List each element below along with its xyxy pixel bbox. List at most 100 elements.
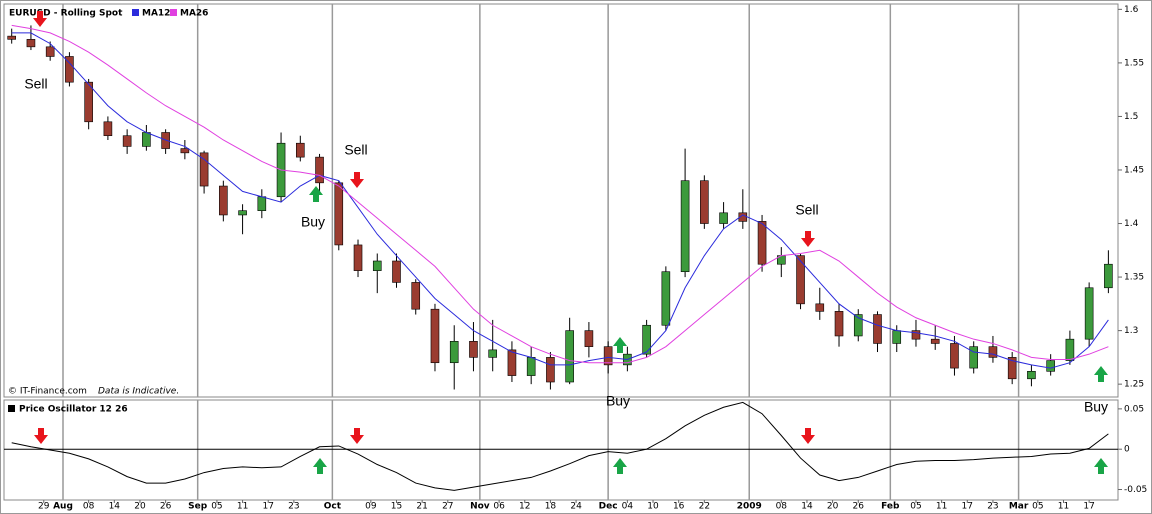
annotation: Sell bbox=[344, 142, 367, 158]
x-tick-label: 05 bbox=[1032, 502, 1043, 512]
x-tick-label: 11 bbox=[1058, 502, 1069, 512]
legend-swatch bbox=[132, 9, 139, 16]
candle-body bbox=[584, 330, 594, 347]
y-tick-label: 1.45 bbox=[1124, 165, 1144, 175]
candle-body bbox=[950, 343, 959, 369]
x-tick-label: Sep bbox=[188, 502, 208, 512]
x-tick-label: Aug bbox=[53, 502, 73, 512]
candle-body bbox=[295, 142, 305, 158]
candle-body bbox=[834, 311, 844, 337]
oscillator-line bbox=[11, 401, 1109, 491]
candle-body bbox=[219, 185, 228, 216]
x-tick-label: 27 bbox=[442, 502, 453, 512]
legend-swatch bbox=[8, 405, 15, 412]
candle-body bbox=[84, 81, 93, 123]
y-tick-label: 1.3 bbox=[1124, 326, 1138, 336]
x-tick-label: 06 bbox=[493, 502, 505, 512]
chart-title: EURUSD - Rolling Spot bbox=[9, 9, 123, 19]
y-tick-label: 1.35 bbox=[1124, 273, 1144, 283]
candle-body bbox=[988, 346, 998, 358]
x-tick-label: 22 bbox=[699, 502, 710, 512]
candle-body bbox=[642, 324, 651, 355]
x-tick-label: 17 bbox=[263, 502, 274, 512]
candle-body bbox=[103, 121, 113, 137]
x-tick-label: 20 bbox=[827, 502, 839, 512]
legend-label: MA26 bbox=[180, 9, 208, 19]
candle-body bbox=[469, 341, 478, 358]
y-tick-label: 1.5 bbox=[1124, 112, 1138, 122]
candle-body bbox=[911, 330, 921, 340]
candle-body bbox=[65, 56, 74, 83]
y-tick-label: -0.05 bbox=[1124, 485, 1147, 495]
candle-body bbox=[873, 314, 882, 344]
candle-body bbox=[199, 152, 209, 187]
x-tick-label: 26 bbox=[160, 502, 172, 512]
candle-body bbox=[122, 135, 132, 147]
x-tick-label: 2009 bbox=[737, 502, 762, 512]
x-tick-label: 10 bbox=[647, 502, 659, 512]
annotation: Sell bbox=[24, 76, 47, 92]
x-tick-label: 04 bbox=[622, 502, 634, 512]
x-tick-label: 29 bbox=[38, 502, 50, 512]
annotation: Buy bbox=[301, 214, 325, 230]
y-tick-label: 1.25 bbox=[1124, 380, 1144, 390]
candle-body bbox=[603, 346, 613, 366]
price-panel bbox=[3, 3, 1119, 398]
annotation: Sell bbox=[795, 202, 818, 218]
candle-body bbox=[507, 349, 517, 376]
candle-body bbox=[392, 260, 401, 283]
candle-body bbox=[1046, 360, 1055, 372]
note: Data is Indicative. bbox=[98, 387, 179, 397]
x-tick-label: 23 bbox=[987, 502, 998, 512]
x-tick-label: 24 bbox=[570, 502, 582, 512]
candle-body bbox=[430, 308, 440, 364]
x-tick-label: 21 bbox=[416, 502, 427, 512]
x-tick-label: Dec bbox=[599, 502, 618, 512]
candle-body bbox=[796, 255, 805, 305]
x-tick-label: 17 bbox=[962, 502, 973, 512]
candle-body bbox=[26, 39, 36, 48]
x-tick-label: 15 bbox=[391, 502, 402, 512]
y-tick-label: 0.05 bbox=[1124, 404, 1144, 414]
y-tick-label: 1.6 bbox=[1124, 5, 1139, 15]
candle-body bbox=[449, 341, 459, 364]
candle-body bbox=[546, 357, 555, 383]
x-tick-label: Mar bbox=[1009, 502, 1029, 512]
candle-body bbox=[892, 330, 902, 344]
x-tick-label: 05 bbox=[211, 502, 222, 512]
x-tick-label: 18 bbox=[545, 502, 557, 512]
candle-body bbox=[1084, 287, 1094, 340]
annotation: Buy bbox=[606, 393, 630, 409]
candle-body bbox=[1007, 357, 1017, 380]
x-tick-label: 26 bbox=[853, 502, 865, 512]
candle-body bbox=[1104, 263, 1113, 289]
candle-body bbox=[700, 180, 709, 224]
candle-body bbox=[969, 346, 978, 369]
x-tick-label: 14 bbox=[109, 502, 121, 512]
x-tick-label: Feb bbox=[881, 502, 900, 512]
candle-body bbox=[815, 303, 825, 312]
candle-body bbox=[661, 271, 671, 326]
candle-body bbox=[238, 210, 247, 216]
candle-body bbox=[719, 212, 728, 224]
candle-body bbox=[257, 196, 267, 211]
candle-body bbox=[757, 221, 767, 265]
candle-body bbox=[45, 46, 55, 57]
candle-body bbox=[853, 314, 863, 337]
y-tick-label: 1.55 bbox=[1124, 58, 1144, 68]
x-tick-label: 11 bbox=[936, 502, 947, 512]
candle-body bbox=[680, 180, 690, 273]
x-tick-label: 05 bbox=[910, 502, 921, 512]
candle-body bbox=[930, 338, 940, 344]
candle-body bbox=[565, 330, 574, 383]
x-tick-label: Oct bbox=[324, 502, 342, 512]
candle-body bbox=[180, 148, 190, 154]
x-tick-label: 23 bbox=[288, 502, 299, 512]
x-tick-label: 08 bbox=[83, 502, 95, 512]
candle-body bbox=[411, 282, 421, 310]
oscillator-panel bbox=[3, 399, 1119, 501]
x-tick-label: 08 bbox=[776, 502, 788, 512]
y-tick-label: 1.4 bbox=[1124, 219, 1139, 229]
